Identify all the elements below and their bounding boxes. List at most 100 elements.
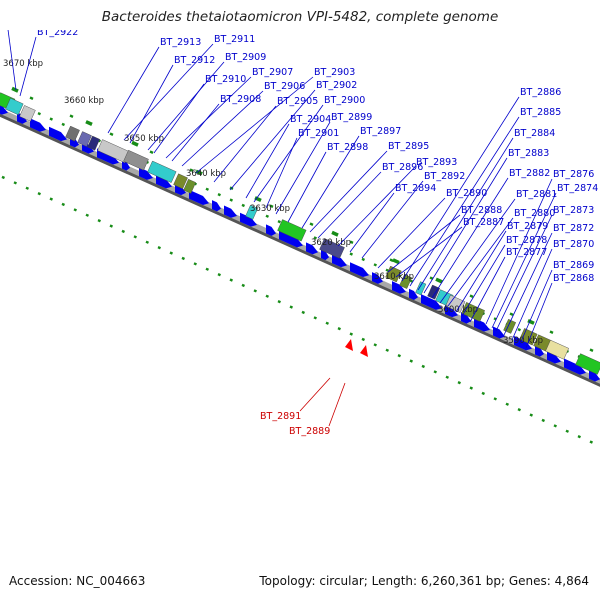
outer-dot	[277, 300, 281, 304]
feature-dot	[189, 168, 194, 172]
gene-leader-line	[265, 137, 298, 209]
gene-label-layer: BT_2923 BT_2922 BT_2913 BT_2911 BT_2912 BT_29…	[7, 12, 598, 349]
scale-tick	[254, 196, 262, 203]
outer-dot	[457, 381, 461, 385]
gene-leader-line	[107, 46, 160, 134]
scale-tick	[331, 230, 339, 237]
tick-dot	[361, 257, 365, 262]
feature-dot	[549, 330, 554, 334]
gene-leader-line	[519, 269, 553, 345]
tick-dot	[241, 203, 245, 208]
outer-dot	[493, 397, 497, 401]
gene-arrow	[321, 249, 329, 261]
outer-dot	[361, 337, 365, 342]
gene-leader-line	[213, 105, 277, 183]
gene-label: BT_2902	[316, 80, 357, 91]
gene-leader-line	[409, 116, 520, 287]
gene-arrow	[240, 212, 257, 227]
feature-block	[245, 204, 259, 220]
feature-dot	[109, 132, 114, 136]
gene-label: BT_2923	[8, 12, 49, 23]
gene-label: BT_2897	[360, 126, 401, 137]
gene-leader-line	[301, 135, 360, 229]
gene-leader-line	[171, 103, 220, 162]
gene-leader-line	[469, 256, 506, 323]
outer-dot	[373, 343, 377, 347]
gene-arrow	[30, 118, 46, 132]
gene-label: BT_2910	[205, 74, 246, 85]
gene-label: BT_2874	[557, 183, 598, 194]
feature-block	[415, 281, 427, 296]
gene-label: BT_2893	[416, 157, 457, 168]
outer-dot	[121, 229, 125, 234]
tick-dot	[37, 112, 41, 116]
gene-leader-line	[455, 230, 507, 313]
gene-label: BT_2896	[382, 162, 423, 173]
gene-arrow	[493, 326, 505, 339]
outer-dot	[61, 202, 65, 207]
gene-label: BT_2909	[225, 52, 266, 63]
reverse-leader-line	[299, 377, 331, 412]
gene-leader-line	[431, 177, 509, 299]
outer-dot	[97, 219, 101, 223]
gene-leader-line	[287, 151, 327, 223]
gene-label: BT_2904	[290, 114, 331, 125]
outer-dot	[145, 240, 149, 244]
gene-arrow	[589, 369, 600, 382]
gene-leader-line	[461, 244, 506, 317]
gene-label: BT_2913	[160, 37, 201, 48]
outer-dot	[265, 294, 269, 298]
gene-label: BT_2912	[174, 55, 215, 66]
gene-label: BT_2894	[395, 183, 436, 194]
gene-arrow	[535, 345, 544, 357]
gene-label: BT_2887	[463, 217, 504, 228]
outer-dot	[241, 283, 245, 288]
gene-label: BT_2900	[324, 95, 365, 106]
outer-dot	[421, 364, 425, 369]
feature-block	[545, 339, 569, 360]
gene-arrow	[49, 126, 67, 142]
outer-dot	[349, 332, 353, 336]
tick-dot	[277, 220, 281, 224]
feature-block	[123, 149, 149, 171]
gene-leader-line	[165, 76, 252, 159]
gene-leader-line	[245, 123, 290, 199]
scale-label: 3620 kbp	[311, 238, 351, 248]
gene-arrow	[474, 318, 490, 332]
gene-leader-line	[401, 96, 520, 282]
outer-dot	[445, 375, 449, 379]
outer-dot	[301, 310, 305, 315]
gene-label: BT_2908	[220, 94, 261, 105]
gene-label: BT_2906	[264, 81, 305, 92]
outer-dot	[217, 273, 221, 277]
gene-leader-line	[503, 232, 553, 336]
gene-arrow	[0, 104, 8, 115]
scale-tick	[392, 258, 400, 265]
gene-leader-line	[377, 197, 446, 269]
gene-leader-line	[485, 178, 553, 325]
scale-label: 3640 kbp	[186, 169, 226, 179]
gene-label: BT_2901	[298, 128, 339, 139]
scale-label: 3670 kbp	[3, 59, 43, 69]
scale-label: 3660 kbp	[64, 96, 104, 106]
gene-label: BT_2884	[514, 128, 555, 139]
outer-dot	[133, 235, 137, 239]
outer-dot	[25, 186, 29, 190]
outer-dot	[37, 192, 41, 196]
feature-block	[319, 238, 345, 259]
map-title: Bacteroides thetaiotaomicron VPI-5482, c…	[101, 9, 499, 25]
outer-dot	[205, 267, 209, 271]
feature-block	[183, 178, 197, 194]
outer-dot	[517, 408, 521, 412]
outer-dot	[49, 197, 53, 201]
outer-dot	[289, 305, 293, 309]
tick-dot	[49, 117, 53, 121]
outer-dot	[409, 359, 413, 363]
reverse-gene-arrow	[345, 339, 353, 351]
gene-leader-line	[123, 43, 214, 141]
outer-dot	[481, 391, 485, 396]
feature-dot	[509, 312, 514, 316]
gene-leader-line	[395, 226, 463, 278]
gene-label: BT_2876	[553, 169, 594, 180]
outer-dot	[157, 246, 161, 250]
